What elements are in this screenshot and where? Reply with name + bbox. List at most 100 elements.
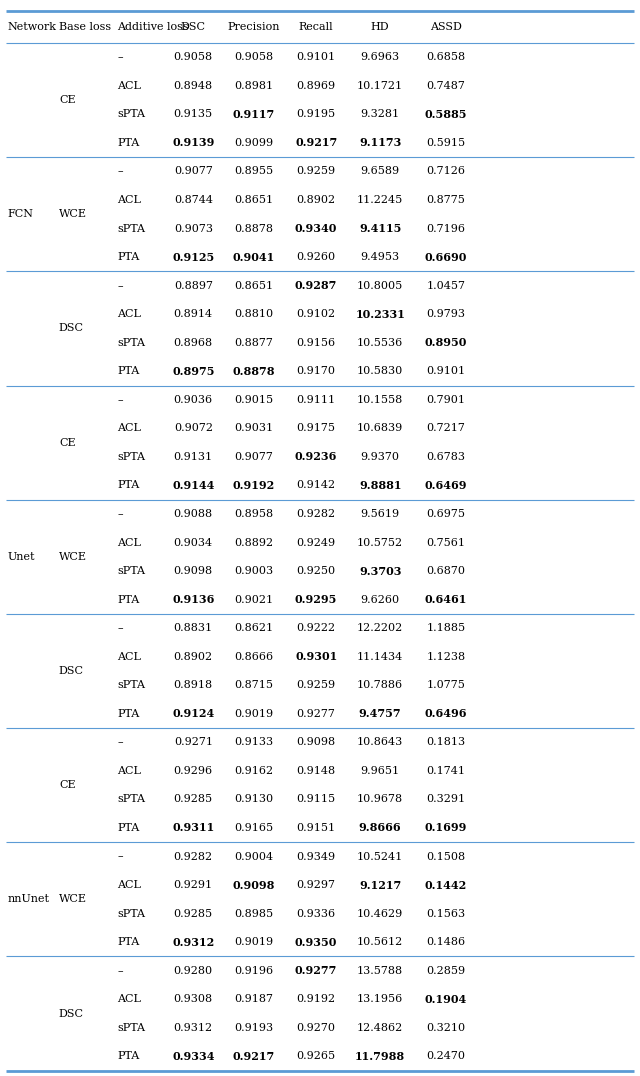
Text: 0.9117: 0.9117 [233,109,275,119]
Text: 11.7988: 11.7988 [355,1051,405,1062]
Text: 0.3291: 0.3291 [426,794,466,805]
Text: 0.8975: 0.8975 [172,366,214,377]
Text: 10.2331: 10.2331 [355,309,405,320]
Text: PTA: PTA [117,366,140,377]
Text: 9.1217: 9.1217 [359,879,401,891]
Text: 10.7886: 10.7886 [357,680,403,691]
Text: 0.6469: 0.6469 [425,480,467,491]
Text: sPTA: sPTA [117,224,145,233]
Text: PTA: PTA [117,481,140,491]
Text: 0.9058: 0.9058 [173,53,213,62]
Text: 0.9004: 0.9004 [234,851,274,862]
Text: 0.9350: 0.9350 [295,937,337,948]
Text: 1.0457: 1.0457 [427,281,465,291]
Text: 10.8005: 10.8005 [357,281,403,291]
Text: 0.9019: 0.9019 [234,709,274,719]
Text: 0.5915: 0.5915 [426,138,466,147]
Text: 0.9312: 0.9312 [172,937,214,948]
Text: –: – [117,53,123,62]
Text: 0.9136: 0.9136 [172,594,214,605]
Text: PTA: PTA [117,937,140,947]
Text: 0.9282: 0.9282 [173,851,213,862]
Text: 0.9077: 0.9077 [174,167,212,176]
Text: 0.9077: 0.9077 [235,452,273,462]
Text: ACL: ACL [117,880,141,890]
Text: 0.9098: 0.9098 [296,737,336,748]
Text: 0.8878: 0.8878 [235,224,273,233]
Text: 0.9285: 0.9285 [173,794,213,805]
Text: 9.1173: 9.1173 [359,138,401,148]
Text: 0.9250: 0.9250 [296,566,336,576]
Text: 0.9041: 0.9041 [233,252,275,263]
Text: 0.9260: 0.9260 [296,252,336,263]
Text: 0.8969: 0.8969 [296,81,336,90]
Text: 0.8902: 0.8902 [296,195,336,206]
Text: 10.5536: 10.5536 [357,338,403,348]
Text: WCE: WCE [59,552,87,562]
Text: 9.4953: 9.4953 [360,252,400,263]
Text: 0.9098: 0.9098 [233,879,275,891]
Text: 9.5619: 9.5619 [360,509,400,519]
Text: 0.9285: 0.9285 [173,908,213,919]
Text: nnUnet: nnUnet [8,894,50,904]
Text: 10.8643: 10.8643 [357,737,403,748]
Text: 0.8621: 0.8621 [234,623,274,633]
Text: 0.7487: 0.7487 [427,81,465,90]
Text: 0.9170: 0.9170 [297,366,335,377]
Text: –: – [117,281,123,291]
Text: 0.9222: 0.9222 [296,623,336,633]
Text: 0.9193: 0.9193 [234,1023,274,1033]
Text: 0.9259: 0.9259 [296,167,336,176]
Text: –: – [117,509,123,519]
Text: ACL: ACL [117,423,141,434]
Text: 0.8918: 0.8918 [173,680,213,691]
Text: PTA: PTA [117,823,140,833]
Text: sPTA: sPTA [117,338,145,348]
Text: PTA: PTA [117,709,140,719]
Text: –: – [117,737,123,748]
Text: 0.9142: 0.9142 [296,481,336,491]
Text: 0.9249: 0.9249 [296,538,336,548]
Text: 0.9280: 0.9280 [173,966,213,976]
Text: 0.9192: 0.9192 [296,994,336,1004]
Text: 0.9259: 0.9259 [296,680,336,691]
Text: 9.9370: 9.9370 [361,452,399,462]
Text: 0.9311: 0.9311 [172,822,214,834]
Text: 12.4862: 12.4862 [357,1023,403,1033]
Text: 0.1442: 0.1442 [425,879,467,891]
Text: 0.9295: 0.9295 [295,594,337,605]
Text: 0.1813: 0.1813 [426,737,466,748]
Text: 1.0775: 1.0775 [427,680,465,691]
Text: 0.1508: 0.1508 [426,851,466,862]
Text: 0.1699: 0.1699 [425,822,467,834]
Text: 10.4629: 10.4629 [357,908,403,919]
Text: ACL: ACL [117,309,141,320]
Text: 11.2245: 11.2245 [357,195,403,206]
Text: 0.6690: 0.6690 [425,252,467,263]
Text: 0.9287: 0.9287 [295,280,337,292]
Text: ACL: ACL [117,538,141,548]
Text: 9.3281: 9.3281 [360,110,400,119]
Text: 0.8950: 0.8950 [425,337,467,349]
Text: 0.8968: 0.8968 [173,338,213,348]
Text: ACL: ACL [117,81,141,90]
Text: Precision: Precision [228,22,280,32]
Text: 9.6589: 9.6589 [360,167,400,176]
Text: 0.9156: 0.9156 [296,338,336,348]
Text: 0.9195: 0.9195 [296,110,336,119]
Text: 0.2859: 0.2859 [426,966,466,976]
Text: PTA: PTA [117,252,140,263]
Text: 9.3703: 9.3703 [359,566,401,577]
Text: 0.9271: 0.9271 [174,737,212,748]
Text: sPTA: sPTA [117,110,145,119]
Text: 0.6870: 0.6870 [427,566,465,576]
Text: 9.8666: 9.8666 [359,822,401,834]
Text: 0.9175: 0.9175 [297,423,335,434]
Text: 0.9282: 0.9282 [296,509,336,519]
Text: WCE: WCE [59,894,87,904]
Text: 10.6839: 10.6839 [357,423,403,434]
Text: 10.5830: 10.5830 [357,366,403,377]
Text: 0.9088: 0.9088 [173,509,213,519]
Text: 0.6975: 0.6975 [427,509,465,519]
Text: ACL: ACL [117,766,141,776]
